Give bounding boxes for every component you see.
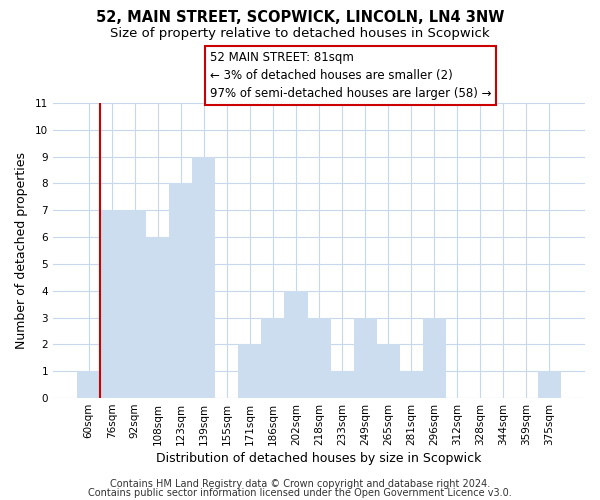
Text: Size of property relative to detached houses in Scopwick: Size of property relative to detached ho… (110, 28, 490, 40)
Bar (422, 318, 446, 398)
Y-axis label: Number of detached properties: Number of detached properties (15, 152, 28, 349)
Bar (308, 318, 331, 398)
Text: 52 MAIN STREET: 81sqm
← 3% of detached houses are smaller (2)
97% of semi-detach: 52 MAIN STREET: 81sqm ← 3% of detached h… (210, 51, 491, 100)
Bar (400, 371, 422, 398)
Bar (169, 184, 193, 398)
Bar (100, 210, 123, 398)
Bar (262, 318, 284, 398)
Bar (77, 371, 100, 398)
Bar (284, 290, 308, 398)
Bar (353, 318, 377, 398)
Bar (123, 210, 146, 398)
Text: 52, MAIN STREET, SCOPWICK, LINCOLN, LN4 3NW: 52, MAIN STREET, SCOPWICK, LINCOLN, LN4 … (96, 10, 504, 25)
Bar (331, 371, 353, 398)
Bar (538, 371, 561, 398)
Bar (238, 344, 262, 398)
Text: Contains HM Land Registry data © Crown copyright and database right 2024.: Contains HM Land Registry data © Crown c… (110, 479, 490, 489)
X-axis label: Distribution of detached houses by size in Scopwick: Distribution of detached houses by size … (157, 452, 482, 465)
Bar (377, 344, 400, 398)
Bar (146, 237, 169, 398)
Bar (193, 156, 215, 398)
Text: Contains public sector information licensed under the Open Government Licence v3: Contains public sector information licen… (88, 488, 512, 498)
